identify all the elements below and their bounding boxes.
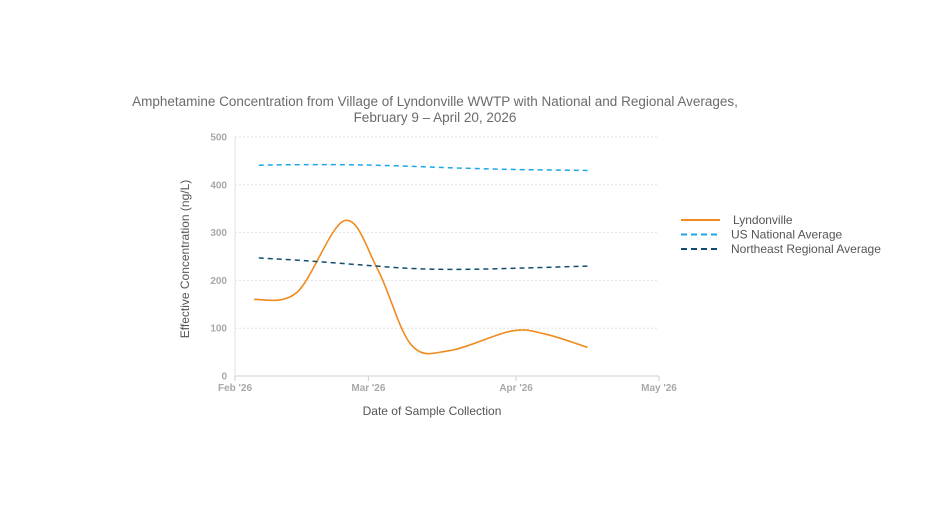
x-tick-label-3: May '26: [641, 383, 677, 394]
y-axis: 0 100 200 300 400 500: [210, 133, 236, 383]
legend-label-lyndonville: Lyndonville: [733, 213, 793, 227]
series-line-northeast-regional-average: [258, 257, 588, 271]
legend-label-northeast-regional-average: Northeast Regional Average: [731, 242, 881, 256]
y-tick-label-200: 200: [210, 276, 227, 287]
x-tick-label-2: Apr '26: [499, 383, 533, 394]
y-tick-label-0: 0: [221, 372, 227, 383]
x-axis-title: Date of Sample Collection: [363, 404, 502, 418]
y-tick-label-300: 300: [210, 228, 227, 239]
chart-title-line-2: February 9 – April 20, 2026: [354, 110, 517, 125]
legend-label-us-national-average: US National Average: [731, 228, 843, 242]
gridlines: [235, 136, 659, 377]
series-line-lyndonville: [253, 219, 588, 355]
y-tick-label-400: 400: [210, 180, 227, 191]
y-tick-label-500: 500: [210, 133, 227, 144]
x-tick-label-0: Feb '26: [218, 383, 252, 394]
chart-title-line-1: Amphetamine Concentration from Village o…: [132, 94, 738, 109]
series-lines: [253, 163, 588, 355]
y-axis-title: Effective Concentration (ng/L): [178, 180, 192, 339]
chart-title: Amphetamine Concentration from Village o…: [132, 94, 738, 125]
series-line-us-national-average: [258, 163, 588, 172]
y-tick-label-100: 100: [210, 324, 227, 335]
x-tick-label-1: Mar '26: [351, 383, 386, 394]
x-axis: Feb '26 Mar '26 Apr '26 May '26: [218, 376, 677, 394]
